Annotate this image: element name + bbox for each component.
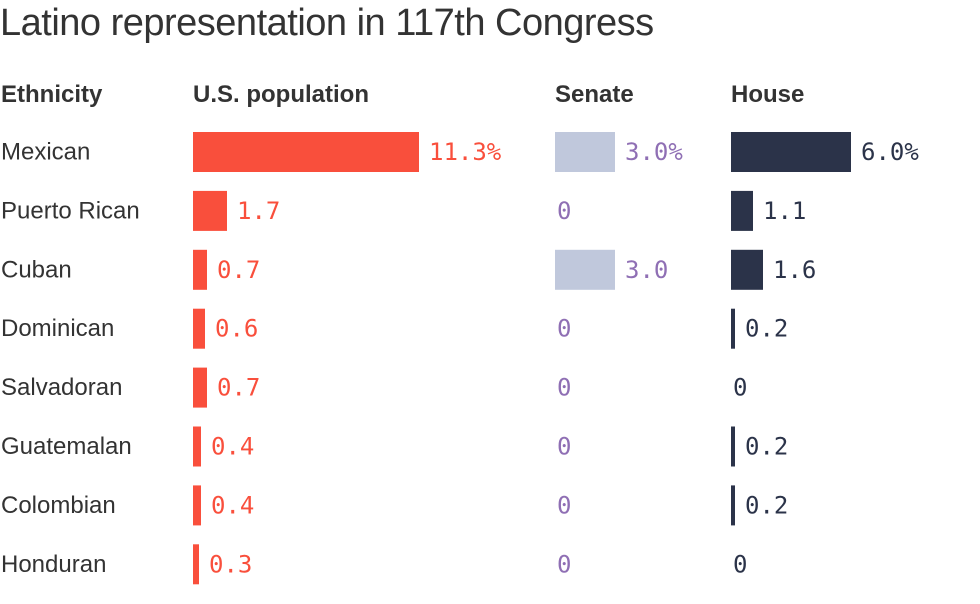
row-label-salvadoran: Salvadoran [1,374,122,401]
value-label-senate-cuban: 3.0 [625,256,668,284]
value-label-house-cuban: 1.6 [773,256,816,284]
bar-senate-mexican [555,132,615,172]
value-label-senate-salvadoran: 0 [557,374,571,402]
row-label-honduran: Honduran [1,551,106,578]
bar-house-cuban [731,249,763,290]
value-label-pop-cuban: 0.7 [217,256,260,284]
value-label-pop-honduran: 0.3 [209,550,252,578]
value-label-house-mexican: 6.0% [861,138,919,166]
value-label-house-dominican: 0.2 [745,315,788,343]
row-label-puerto-rican: Puerto Rican [1,197,140,224]
header-house: House [731,81,805,108]
row-label-guatemalan: Guatemalan [1,433,132,460]
value-label-senate-honduran: 0 [557,550,571,578]
bar-pop-puerto-rican [193,190,227,231]
bar-pop-cuban [193,249,207,290]
bar-pop-dominican [193,308,205,349]
value-label-pop-puerto-rican: 1.7 [237,197,280,225]
value-label-senate-colombian: 0 [557,491,571,519]
row-label-mexican: Mexican [1,139,90,166]
value-label-pop-colombian: 0.4 [211,491,254,519]
value-label-pop-salvadoran: 0.7 [217,374,260,402]
value-label-house-honduran: 0 [733,550,747,578]
bar-house-colombian [731,485,735,526]
bar-pop-guatemalan [193,426,201,467]
bar-pop-mexican [193,132,419,172]
bar-house-guatemalan [731,426,735,467]
value-label-senate-dominican: 0 [557,315,571,343]
value-label-senate-puerto-rican: 0 [557,197,571,225]
bar-house-dominican [731,308,735,349]
bar-senate-cuban [555,249,615,290]
value-label-senate-guatemalan: 0 [557,433,571,461]
header-ethnicity: Ethnicity [1,81,103,108]
value-label-pop-dominican: 0.6 [215,315,258,343]
bar-house-puerto-rican [731,190,753,231]
value-label-pop-guatemalan: 0.4 [211,433,254,461]
value-label-pop-mexican: 11.3% [429,138,502,166]
chart-title: Latino representation in 117th Congress [0,2,654,44]
value-label-house-colombian: 0.2 [745,491,788,519]
header-senate: Senate [555,81,634,108]
value-label-house-salvadoran: 0 [733,374,747,402]
bar-house-mexican [731,132,851,172]
bar-pop-colombian [193,485,201,526]
row-label-dominican: Dominican [1,315,114,342]
value-label-house-puerto-rican: 1.1 [763,197,806,225]
row-label-cuban: Cuban [1,256,72,283]
header-us-population: U.S. population [193,81,369,108]
row-label-colombian: Colombian [1,492,116,519]
bar-pop-salvadoran [193,367,207,408]
value-label-senate-mexican: 3.0% [625,138,683,166]
value-label-house-guatemalan: 0.2 [745,433,788,461]
bar-pop-honduran [193,544,199,585]
